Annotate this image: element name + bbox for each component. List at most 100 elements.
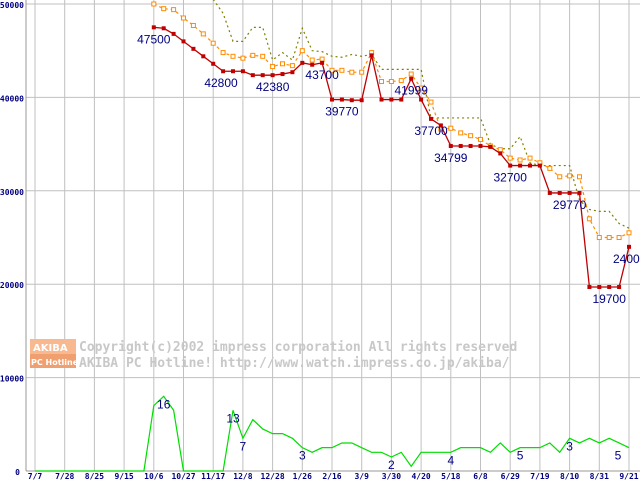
data-point — [319, 56, 325, 62]
data-point — [280, 61, 285, 67]
data-point — [359, 98, 364, 103]
count-label: 5 — [615, 449, 622, 463]
x-tick-label: 3/30 — [382, 472, 401, 480]
series-line-max — [212, 0, 630, 229]
logo-bottom-text: PC Hotline! — [31, 358, 82, 367]
price-label: 19700 — [593, 292, 627, 306]
data-point — [320, 60, 325, 65]
data-point — [478, 143, 483, 148]
count-label: 13 — [226, 411, 240, 425]
data-point — [329, 67, 335, 73]
data-point — [151, 25, 156, 30]
x-tick-label: 8/31 — [590, 472, 609, 480]
data-point — [627, 244, 631, 249]
y-tick-label: 40000 — [0, 94, 24, 103]
data-point — [379, 79, 384, 85]
count-label: 16 — [157, 397, 171, 411]
price-label: 34799 — [434, 151, 468, 165]
data-point — [349, 98, 354, 103]
x-tick-label: 10/27 — [171, 472, 195, 480]
data-point — [458, 130, 464, 136]
data-point — [270, 64, 276, 70]
data-point — [181, 39, 186, 44]
x-tick-label: 2/16 — [322, 472, 341, 480]
data-point — [339, 97, 344, 102]
data-point — [468, 133, 474, 139]
data-point — [349, 69, 355, 75]
data-point — [339, 67, 345, 73]
y-tick-label: 0 — [15, 468, 20, 477]
watermark: AKIBA PC Hotline! Copyright(c)2002 impre… — [30, 339, 517, 371]
data-point — [597, 285, 602, 290]
data-point — [359, 69, 365, 75]
data-point — [567, 173, 573, 179]
data-point — [577, 190, 582, 195]
y-tick-label: 50000 — [0, 1, 24, 10]
data-point — [210, 40, 216, 46]
data-point — [161, 26, 166, 31]
data-point — [250, 73, 255, 78]
price-label: 37700 — [414, 124, 448, 138]
x-tick-label: 10/6 — [144, 472, 163, 480]
x-tick-label: 11/17 — [201, 472, 225, 480]
data-point — [220, 50, 226, 56]
data-point — [230, 53, 236, 59]
price-label: 39770 — [325, 105, 359, 119]
data-point — [211, 61, 216, 66]
x-tick-label: 12/8 — [233, 472, 252, 480]
data-point — [497, 147, 503, 153]
x-tick-label: 7/28 — [55, 472, 74, 480]
data-point — [191, 46, 196, 51]
price-label: 47500 — [137, 32, 171, 46]
data-point — [398, 78, 404, 84]
data-point — [388, 79, 394, 85]
x-tick-label: 9/21 — [619, 472, 638, 480]
count-label: 2 — [388, 458, 395, 472]
x-tick-label: 12/28 — [261, 472, 285, 480]
data-point — [399, 97, 404, 102]
data-point — [379, 97, 384, 102]
data-point — [438, 123, 443, 128]
data-point — [567, 190, 572, 195]
data-point — [587, 285, 592, 290]
data-point — [418, 85, 424, 91]
data-point — [250, 52, 256, 58]
data-point — [517, 157, 523, 163]
data-point — [547, 190, 552, 195]
data-point — [299, 48, 305, 54]
price-label: 32700 — [494, 171, 528, 185]
data-point — [409, 76, 414, 81]
data-point — [528, 163, 532, 168]
data-point — [518, 163, 523, 168]
labels-layer: 47500 42800 42380 43700 39770 41999 37700 34799… — [137, 32, 640, 472]
url-text: AKIBA PC Hotline! http://www.watch.impre… — [79, 356, 510, 371]
data-point — [468, 143, 473, 148]
data-point — [171, 31, 176, 36]
x-tick-label: 4/20 — [411, 472, 430, 480]
x-tick-label: 8/25 — [85, 472, 104, 480]
x-tick-label: 5/18 — [441, 472, 460, 480]
x-tick-label: 6/29 — [501, 472, 520, 480]
data-point — [478, 136, 483, 142]
x-tick-label: 3/9 — [354, 472, 369, 480]
logo-bottom-bg — [30, 354, 76, 368]
data-point — [190, 22, 196, 28]
data-point — [289, 63, 295, 69]
price-label: 29770 — [553, 198, 587, 212]
x-tick-label: 1/26 — [293, 472, 312, 480]
data-point — [240, 55, 246, 61]
data-point — [260, 73, 265, 78]
data-point — [557, 190, 562, 195]
data-point — [369, 53, 374, 58]
logo-top-text: AKIBA — [33, 343, 68, 354]
price-label: 42800 — [204, 76, 238, 90]
data-point — [458, 143, 463, 148]
data-point — [429, 116, 433, 121]
data-point — [151, 1, 157, 7]
data-point — [419, 97, 424, 102]
data-point — [408, 71, 414, 77]
data-point — [221, 69, 226, 74]
data-point — [260, 53, 266, 59]
